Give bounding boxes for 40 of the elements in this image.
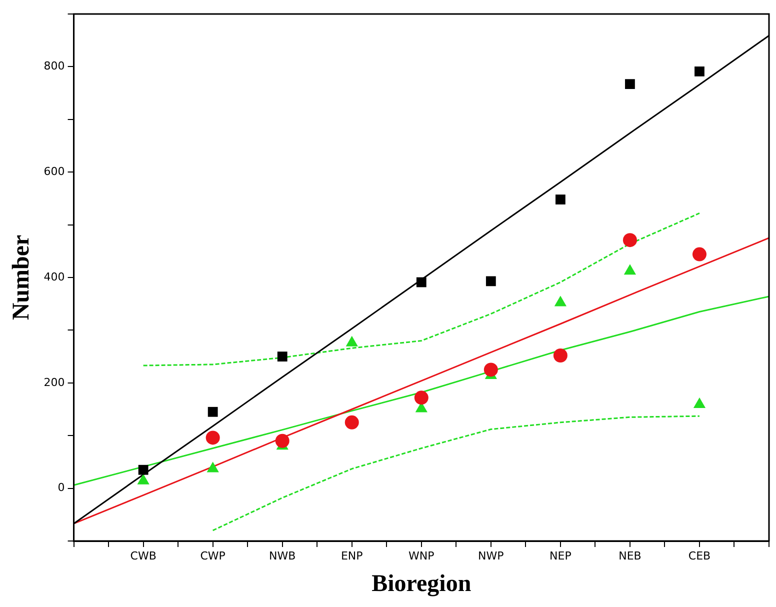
y-tick-label: 0 <box>58 481 65 494</box>
point <box>692 247 706 262</box>
y-tick-label: 600 <box>44 164 65 178</box>
y-tick-label: 400 <box>44 270 65 284</box>
point <box>137 474 150 484</box>
point <box>486 276 496 286</box>
point <box>344 415 359 430</box>
point <box>346 336 358 346</box>
point <box>275 434 290 448</box>
point <box>416 277 426 288</box>
point <box>554 296 566 306</box>
x-tick-label: WNP <box>408 549 435 562</box>
y-tick-label: 200 <box>44 376 65 389</box>
x-axis-title: Bioregion <box>372 570 472 597</box>
x-tick-label: CEB <box>688 549 711 562</box>
point <box>484 362 498 377</box>
point <box>625 79 635 90</box>
x-tick-label: NEB <box>618 549 642 562</box>
point <box>138 464 148 475</box>
x-tick-label: NWP <box>478 549 504 562</box>
point <box>694 66 704 76</box>
y-tick-label: 800 <box>44 60 65 73</box>
point <box>277 352 288 362</box>
point <box>414 390 428 405</box>
line-series <box>142 212 700 366</box>
point <box>553 348 568 362</box>
point <box>208 406 218 417</box>
x-tick-label: CWP <box>200 549 226 562</box>
x-tick-label: CWB <box>130 549 156 562</box>
x-tick-label: NWB <box>269 549 296 562</box>
x-tick-label: ENP <box>340 549 364 562</box>
line-series <box>212 415 700 532</box>
point <box>555 194 566 204</box>
y-axis-title: Number <box>8 234 35 320</box>
point <box>624 264 636 275</box>
point <box>622 233 637 248</box>
point <box>206 462 219 472</box>
point <box>693 398 706 408</box>
point <box>206 430 220 445</box>
x-tick-label: NEP <box>550 549 572 562</box>
